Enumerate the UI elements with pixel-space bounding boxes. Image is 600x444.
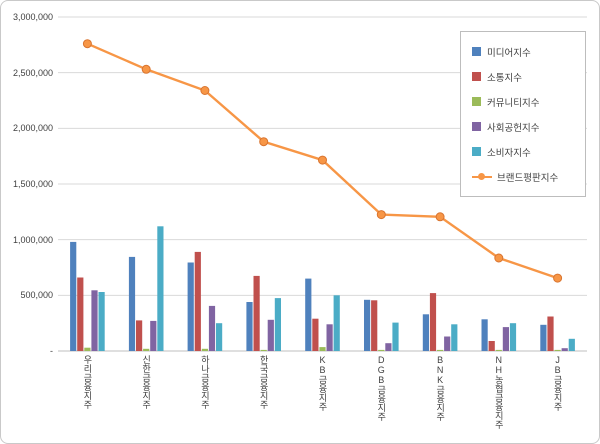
brand-index-marker [318, 155, 327, 165]
legend-swatch-media [472, 47, 481, 56]
bar-consumer [274, 298, 281, 351]
legend-item-social: 사회공헌지수 [472, 114, 581, 139]
x-axis-category-label: 우리금융지주 [82, 355, 93, 409]
bar-community [260, 349, 267, 351]
bar-consumer [509, 323, 517, 351]
brand-index-marker [259, 137, 269, 147]
legend-item-communication: 소통지수 [472, 64, 581, 89]
bar-community [201, 348, 208, 351]
bar-media [422, 314, 429, 351]
x-axis-category-label: JB금융지주 [552, 355, 563, 411]
legend-line-swatch-brand [472, 172, 492, 181]
bar-communication [547, 316, 554, 351]
brand-index-marker [141, 64, 151, 74]
legend-label: 소비자지수 [487, 147, 531, 159]
legend-swatch-community [472, 97, 481, 106]
bar-consumer [98, 292, 105, 351]
bar-community [378, 349, 385, 351]
x-axis-category-label: 한국금융지주 [258, 355, 269, 409]
bar-social [208, 305, 216, 351]
bar-media [305, 278, 312, 351]
bar-media [128, 256, 136, 351]
bar-social [444, 336, 451, 351]
bar-consumer [568, 338, 575, 351]
bar-community [319, 347, 326, 351]
legend-item-community: 커뮤니티지수 [472, 89, 581, 114]
bar-community [143, 348, 150, 351]
bar-social [385, 343, 392, 351]
y-axis-tick-label: 3,000,000 [12, 12, 53, 22]
legend-label: 소통지수 [487, 72, 522, 84]
bar-communication [253, 275, 260, 351]
legend-swatch-social [472, 122, 481, 131]
brand-index-marker [82, 39, 92, 49]
bar-media [246, 302, 253, 351]
bar-consumer [157, 226, 164, 351]
bar-social [150, 320, 157, 351]
bar-communication [136, 320, 143, 351]
bar-community [495, 349, 502, 351]
y-axis-tick-label: 1,500,000 [12, 179, 53, 189]
x-axis-category-label: NH농협금융지주 [493, 355, 504, 429]
bar-communication [488, 341, 495, 351]
bar-communication [77, 277, 84, 351]
bar-social [561, 348, 568, 351]
x-axis-category-label: 신한금융지주 [141, 355, 152, 409]
legend-item-consumer: 소비자지수 [472, 139, 581, 164]
x-axis-category-label: KB금융지주 [317, 355, 328, 411]
bar-social [267, 319, 274, 351]
brand-index-marker [200, 86, 210, 95]
x-axis-category-label: 하나금융지주 [199, 355, 210, 409]
bar-media [70, 241, 77, 351]
bar-community [554, 349, 561, 351]
legend-line-marker-icon [478, 173, 485, 180]
bar-media [540, 324, 547, 351]
legend-item-brand: 브랜드평판지수 [472, 164, 581, 189]
legend-item-media: 미디어지수 [472, 39, 581, 64]
bar-consumer [216, 323, 223, 351]
bar-social [502, 327, 509, 351]
bar-communication [312, 318, 319, 351]
legend-label: 사회공헌지수 [487, 122, 540, 134]
y-axis-tick-label: - [50, 346, 53, 356]
brand-index-marker [553, 273, 563, 283]
bar-media [364, 299, 371, 351]
brand-index-marker [494, 253, 504, 263]
legend-label: 브랜드평판지수 [497, 172, 559, 184]
brand-index-marker [376, 210, 386, 220]
legend-swatch-communication [472, 72, 481, 81]
bar-communication [194, 251, 201, 351]
x-axis-category-label: DGB금융지주 [376, 355, 387, 421]
bar-media [187, 262, 194, 351]
bar-communication [371, 300, 378, 351]
legend-label: 미디어지수 [487, 47, 531, 59]
bar-social [326, 324, 333, 351]
bar-social [91, 290, 98, 351]
x-axis-category-label: BNK금융지주 [435, 355, 446, 421]
bar-consumer [392, 322, 399, 351]
legend-swatch-consumer [472, 147, 481, 156]
bar-media [481, 319, 488, 351]
bar-communication [429, 293, 437, 351]
brand-index-marker [435, 212, 445, 222]
bar-consumer [451, 324, 458, 351]
bar-consumer [333, 295, 340, 351]
y-axis-tick-label: 2,500,000 [12, 67, 53, 78]
legend-label: 커뮤니티지수 [487, 97, 540, 109]
y-axis-tick-label: 2,000,000 [12, 123, 53, 134]
y-axis-tick-label: 500,000 [20, 290, 53, 301]
bar-community [437, 349, 444, 351]
y-axis-tick-label: 1,000,000 [12, 234, 53, 245]
bar-community [84, 347, 91, 351]
